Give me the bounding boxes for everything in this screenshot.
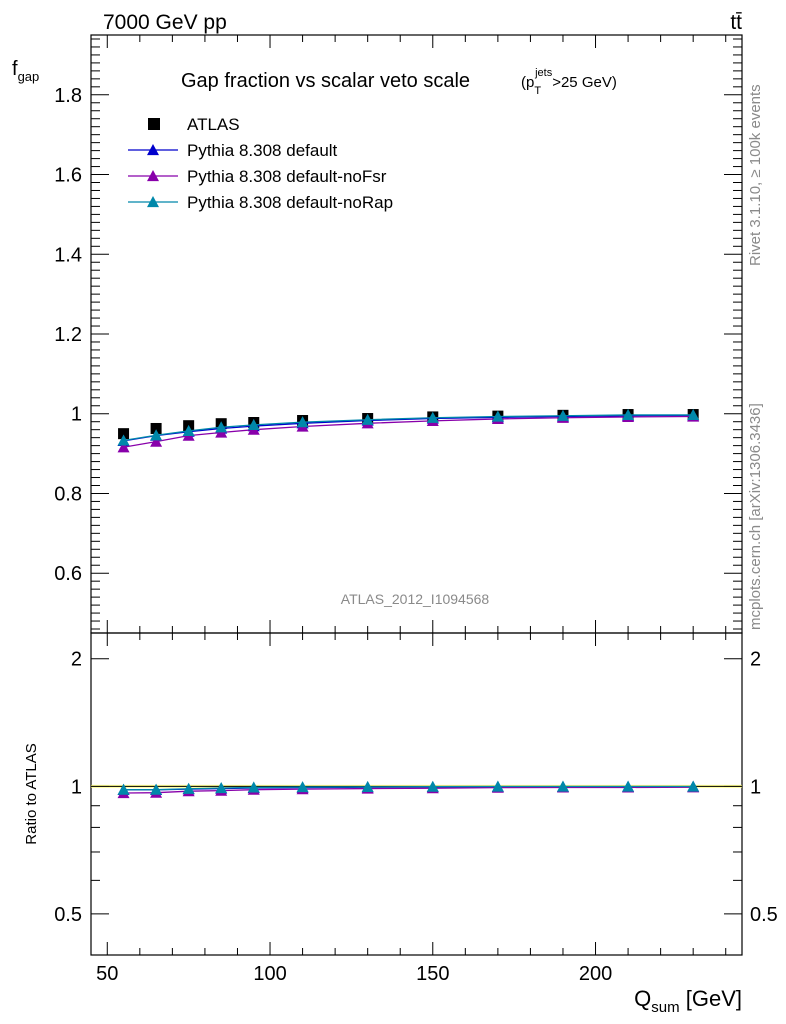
y-tick-label: 1	[71, 404, 82, 426]
legend-marker	[147, 196, 159, 208]
y-tick-label: 0.6	[54, 563, 82, 585]
rivet-label: Rivet 3.1.10, ≥ 100k events	[747, 84, 764, 266]
y-tick-label: 0.8	[54, 483, 82, 505]
ratio-line	[123, 786, 694, 794]
ratio-marker	[182, 782, 195, 794]
analysis-label: ATLAS_2012_I1094568	[341, 591, 490, 607]
ratio-tick-label: 2	[750, 649, 761, 671]
legend-marker-atlas	[148, 118, 160, 130]
series-marker	[215, 421, 228, 433]
series-marker	[622, 408, 635, 421]
ratio-line	[123, 785, 694, 791]
ratio-marker	[215, 781, 228, 794]
x-tick-label: 50	[96, 963, 118, 985]
series-marker	[117, 441, 130, 453]
energy-label: 7000 GeV pp	[103, 11, 227, 34]
process-label: tt̄	[730, 11, 742, 34]
legend-label: ATLAS	[187, 115, 240, 134]
series-marker	[296, 416, 309, 428]
atlas-data-point	[150, 422, 162, 434]
series-marker	[150, 435, 163, 447]
x-tick-label: 200	[579, 963, 612, 985]
atlas-data-point	[118, 428, 130, 440]
series-marker	[117, 434, 130, 446]
ratio-marker	[117, 783, 130, 795]
ratio-marker	[687, 780, 700, 792]
axis-ticks: 50 100 150 200 0.6 0.8 1 1.2 1.4 1.6 1.8 0.5 0.5 1 1 2 2	[54, 35, 778, 985]
series-marker	[687, 408, 700, 421]
ratio-series	[117, 780, 700, 799]
ratio-y-axis-label: Ratio to ATLAS	[23, 743, 40, 844]
series-line	[123, 414, 694, 442]
y-axis-label: fgap	[12, 58, 39, 84]
legend-marker	[147, 170, 159, 182]
series-line	[123, 415, 694, 448]
ratio-marker	[491, 780, 504, 792]
ratio-marker	[150, 783, 163, 795]
ratio-tick-label: 1	[71, 776, 82, 798]
y-tick-label: 1.8	[54, 85, 82, 107]
mcplots-label: mcplots.cern.ch [arXiv:1306.3436]	[747, 403, 764, 630]
x-axis-label: Qsum [GeV]	[634, 986, 742, 1016]
chart-title-suffix: (pTjets>25 GeV)	[521, 67, 617, 97]
y-tick-label: 1.4	[54, 244, 82, 266]
x-tick-label: 150	[416, 963, 449, 985]
series-marker	[426, 411, 439, 423]
x-tick-label: 100	[253, 963, 286, 985]
y-tick-label: 1.2	[54, 324, 82, 346]
legend: ATLAS Pythia 8.308 default Pythia 8.308 de…	[128, 115, 393, 212]
ratio-marker	[247, 781, 260, 793]
legend-label: Pythia 8.308 default	[187, 141, 338, 160]
ratio-marker	[556, 780, 569, 792]
ratio-marker	[622, 780, 635, 792]
ratio-tick-label: 2	[71, 649, 82, 671]
series-marker	[361, 413, 374, 425]
ratio-marker	[426, 780, 439, 792]
y-tick-label: 1.6	[54, 165, 82, 187]
series-marker	[247, 418, 260, 430]
series-marker	[556, 409, 569, 421]
ratio-marker	[361, 780, 374, 792]
ratio-plot-frame	[90, 632, 743, 956]
series-marker	[150, 429, 163, 441]
ratio-tick-label: 0.5	[54, 904, 82, 926]
series-marker	[182, 424, 195, 436]
main-series	[117, 408, 700, 453]
ratio-tick-label: 0.5	[750, 904, 778, 926]
legend-label: Pythia 8.308 default-noFsr	[187, 167, 387, 186]
series-marker	[491, 410, 504, 422]
ratio-marker	[296, 781, 309, 793]
chart-title: Gap fraction vs scalar veto scale	[181, 70, 470, 92]
series-line	[123, 414, 694, 442]
ratio-tick-label: 1	[750, 776, 761, 798]
legend-marker	[147, 144, 159, 156]
legend-label: Pythia 8.308 default-noRap	[187, 193, 393, 212]
